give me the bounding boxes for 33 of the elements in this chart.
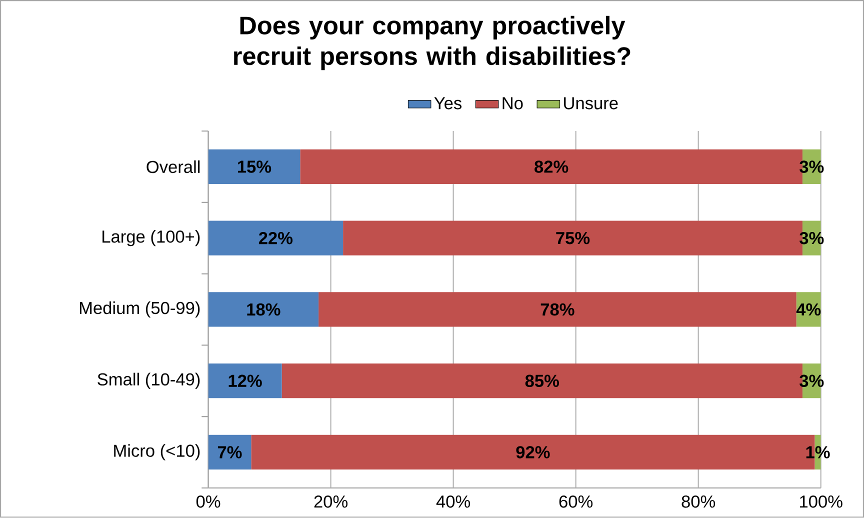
y-tick-label: Overall <box>146 160 200 174</box>
bar <box>208 435 252 470</box>
bar <box>318 292 796 327</box>
data-label: 12% <box>228 374 262 388</box>
y-tick-label: Large (100+) <box>102 230 200 246</box>
data-label: 7% <box>218 446 242 458</box>
bar <box>208 292 319 327</box>
data-label: 4% <box>796 304 821 316</box>
x-tick-label: 100% <box>800 496 842 508</box>
x-tick-label: 20% <box>314 496 348 508</box>
y-tick-label: Small (10-49) <box>98 372 200 390</box>
data-label: 22% <box>258 232 293 244</box>
bar <box>208 364 282 398</box>
y-tick-label: Medium (50-99) <box>80 302 200 318</box>
data-label: 92% <box>516 446 550 458</box>
x-tick-label: 40% <box>436 496 470 508</box>
legend-label: No <box>502 97 523 110</box>
data-label: 18% <box>247 303 280 316</box>
bar <box>208 150 300 184</box>
bar <box>208 220 344 256</box>
data-label: 75% <box>556 232 590 244</box>
y-tick-label: Micro (<10) <box>114 444 200 460</box>
x-tick-label: 60% <box>559 496 593 508</box>
data-label: 82% <box>534 160 568 173</box>
data-label: 1% <box>806 446 830 458</box>
data-label: 85% <box>525 374 559 388</box>
legend-label: Unsure <box>564 97 618 110</box>
x-tick-label: 0% <box>196 496 220 508</box>
data-label: 78% <box>540 303 574 316</box>
chart-title: Does your company proactively recruit persons with disabilities? <box>234 16 630 70</box>
data-label: 15% <box>238 160 272 173</box>
legend-label: Yes <box>434 97 462 110</box>
x-tick-label: 80% <box>682 496 716 508</box>
